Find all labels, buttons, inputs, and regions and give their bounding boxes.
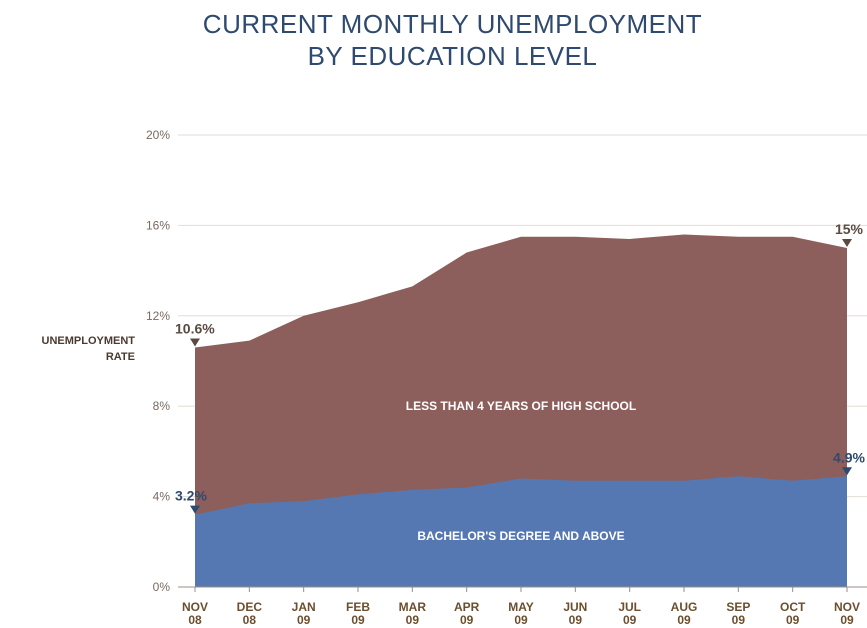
x-tick-year-2: 09	[297, 613, 311, 627]
series-label-bachelors-degree: BACHELOR'S DEGREE AND ABOVE	[417, 529, 624, 543]
x-tick-year-8: 09	[623, 613, 637, 627]
x-tick-month-10: SEP	[726, 600, 750, 614]
x-tick-month-5: APR	[454, 600, 480, 614]
area-bachelors-degree	[195, 476, 847, 587]
x-tick-month-11: OCT	[780, 600, 806, 614]
x-tick-year-12: 09	[840, 613, 854, 627]
y-tick-12: 12%	[146, 309, 170, 323]
y-axis-label: UNEMPLOYMENT RATE	[42, 333, 136, 365]
x-tick-year-6: 09	[514, 613, 528, 627]
series-areas	[195, 234, 847, 587]
y-tick-16: 16%	[146, 218, 170, 232]
callout-label-0: 10.6%	[175, 320, 215, 336]
x-tick-year-0: 08	[188, 613, 202, 627]
y-axis-label-line-2: RATE	[105, 351, 135, 363]
x-tick-year-10: 09	[732, 613, 746, 627]
x-tick-labels: NOV08DEC08JAN09FEB09MAR09APR09MAY09JUN09…	[182, 600, 860, 627]
x-tick-year-1: 08	[243, 613, 257, 627]
callout-arrow-0	[190, 338, 200, 347]
y-axis-label-line-1: UNEMPLOYMENT	[41, 335, 136, 347]
x-tick-month-7: JUN	[563, 600, 587, 614]
x-tick-month-0: NOV	[182, 600, 208, 614]
chart-title-line-1: CURRENT MONTHLY UNEMPLOYMENT	[202, 9, 703, 39]
callouts: 10.6% 15% 3.2% 4.9%	[175, 221, 866, 514]
x-tick-month-1: DEC	[237, 600, 263, 614]
x-tick-year-11: 09	[786, 613, 800, 627]
x-tick-year-7: 09	[569, 613, 583, 627]
y-tick-8: 8%	[153, 399, 171, 413]
chart-title-line-2: BY EDUCATION LEVEL	[307, 41, 598, 71]
x-tick-month-9: AUG	[671, 600, 698, 614]
x-tick-year-4: 09	[406, 613, 420, 627]
callout-arrow-1	[842, 239, 852, 247]
x-axis	[178, 586, 867, 592]
x-tick-month-6: MAY	[508, 600, 534, 614]
callout-label-3: 4.9%	[833, 449, 865, 465]
x-tick-month-12: NOV	[834, 600, 860, 614]
y-tick-labels: 0% 4% 8% 12% 16% 20%	[146, 128, 170, 594]
series-label-less-than-high-school: LESS THAN 4 YEARS OF HIGH SCHOOL	[406, 399, 636, 413]
x-tick-month-3: FEB	[346, 600, 370, 614]
chart-title: CURRENT MONTHLY UNEMPLOYMENT BY EDUCATIO…	[0, 8, 867, 72]
callout-arrow-2	[190, 505, 200, 514]
series-labels: LESS THAN 4 YEARS OF HIGH SCHOOL BACHELOR…	[406, 399, 636, 543]
x-tick-year-9: 09	[677, 613, 691, 627]
y-tick-0: 0%	[153, 580, 171, 594]
x-tick-year-3: 09	[351, 613, 365, 627]
callout-label-2: 3.2%	[175, 488, 207, 504]
x-tick-month-2: JAN	[292, 600, 316, 614]
x-tick-year-5: 09	[460, 613, 474, 627]
x-tick-month-4: MAR	[399, 600, 427, 614]
callout-label-1: 15%	[835, 221, 864, 237]
y-tick-4: 4%	[153, 490, 171, 504]
x-tick-month-8: JUL	[618, 600, 641, 614]
y-tick-20: 20%	[146, 128, 170, 142]
callout-arrow-3	[842, 467, 852, 476]
